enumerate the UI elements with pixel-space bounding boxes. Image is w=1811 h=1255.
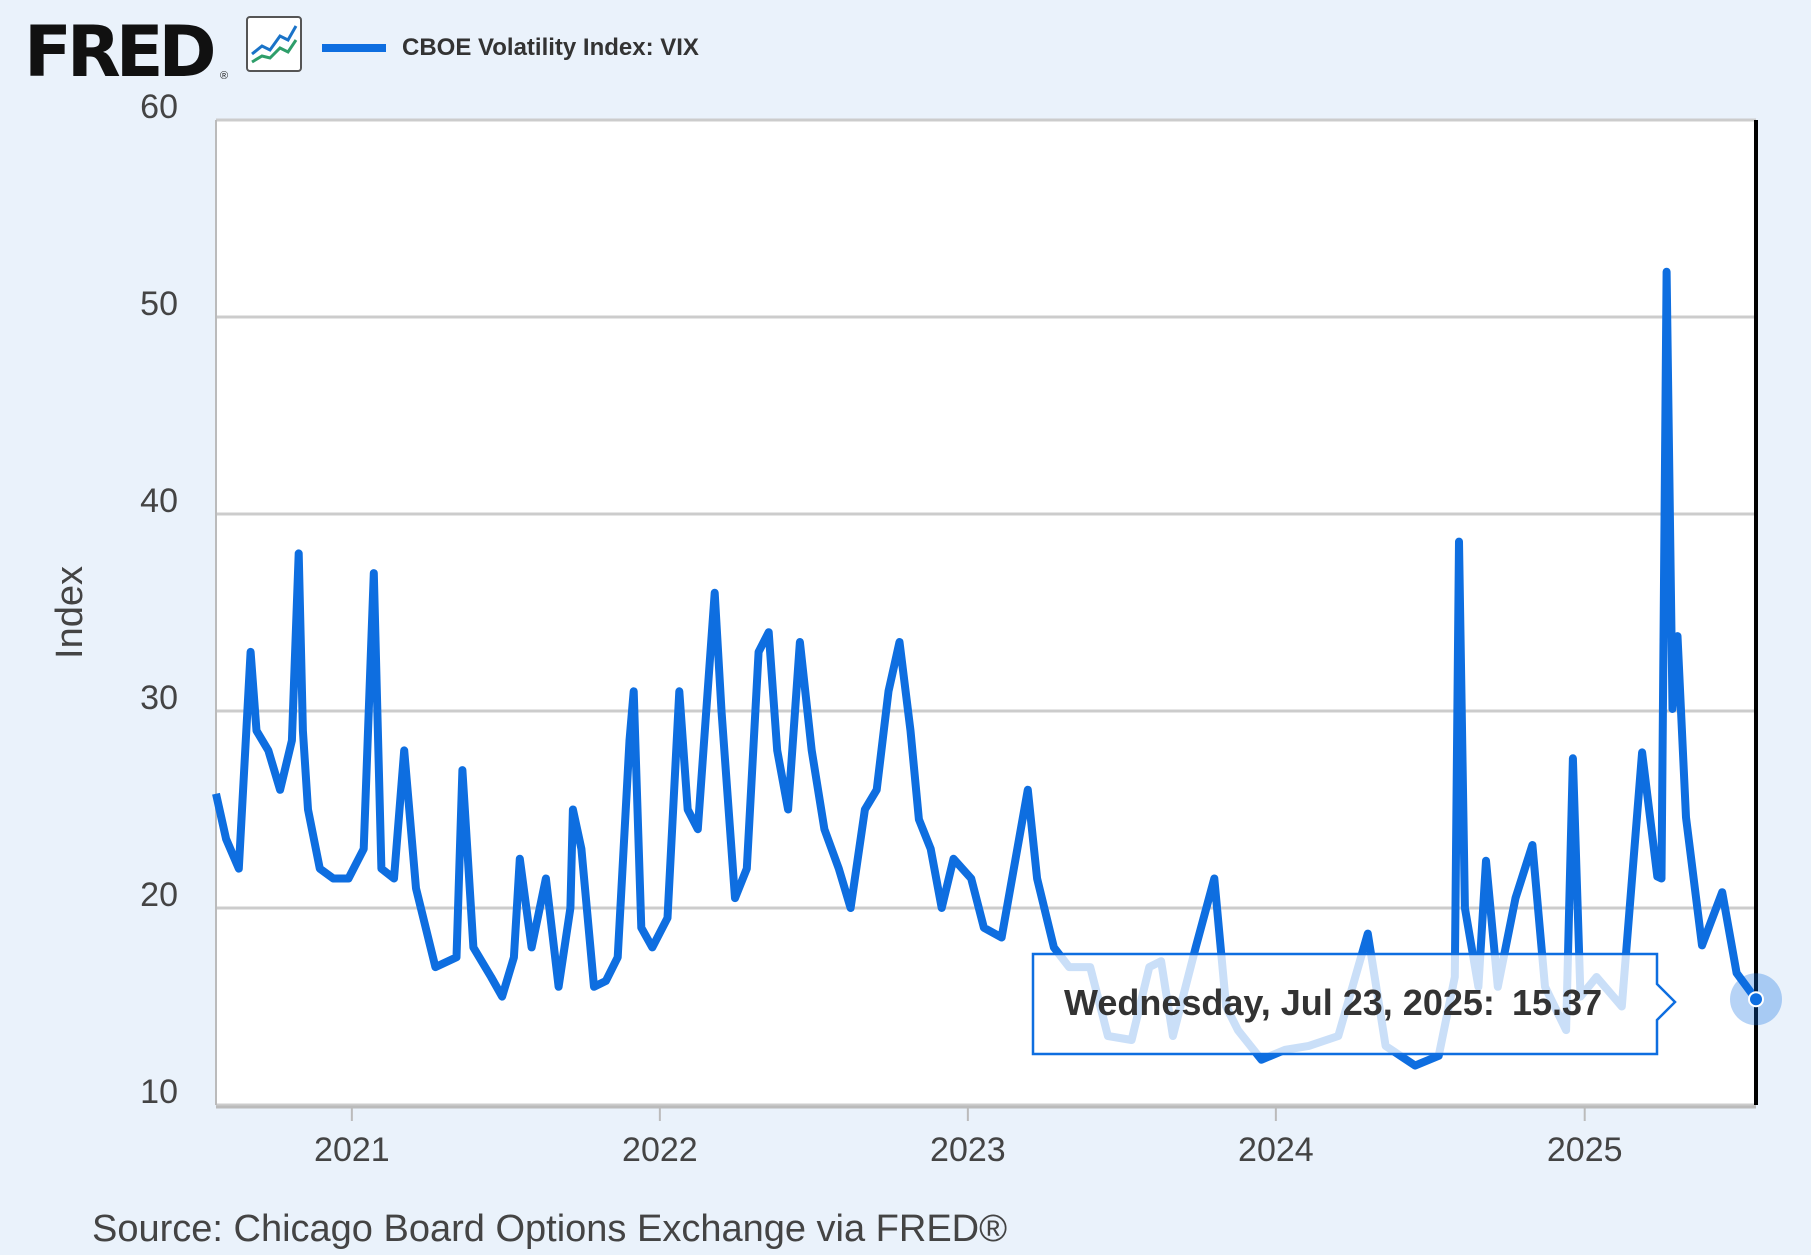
chart-header: FRED ® CBOE Volatility Index: VIX	[24, 12, 1724, 92]
hover-point[interactable]	[1748, 991, 1764, 1008]
y-tick-label: 30	[140, 679, 178, 717]
source-note: Source: Chicago Board Options Exchange v…	[92, 1208, 1008, 1250]
fred-logo[interactable]: FRED	[24, 11, 217, 93]
x-axis: 2021 2022 2023 2024 2025	[216, 1105, 1756, 1169]
y-tick-label: 20	[140, 876, 178, 914]
tooltip-box	[1031, 952, 1677, 1056]
tooltip-date: Wednesday, Jul 23, 2025:	[1064, 982, 1495, 1023]
series-line-vix[interactable]	[212, 267, 1760, 1070]
y-axis-label: Index	[49, 566, 91, 659]
x-tick-label: 2021	[314, 1131, 390, 1169]
legend-swatch	[322, 44, 386, 52]
grid-lines	[215, 118, 1756, 1107]
x-tick-label: 2023	[930, 1131, 1006, 1169]
tooltip: Wednesday, Jul 23, 2025: 15.37	[1031, 952, 1677, 1056]
y-tick-label: 40	[140, 482, 178, 520]
legend-label[interactable]: CBOE Volatility Index: VIX	[402, 34, 699, 61]
tooltip-value: 15.37	[1512, 982, 1602, 1023]
y-tick-label: 50	[140, 285, 178, 323]
y-tick-label: 60	[140, 88, 178, 126]
fred-registered-mark: ®	[220, 70, 229, 82]
line-chart-icon[interactable]	[246, 16, 302, 72]
x-tick-label: 2022	[622, 1131, 698, 1169]
y-axis: 10 20 30 40 50 60	[140, 88, 178, 1111]
x-tick-label: 2024	[1238, 1131, 1314, 1169]
y-tick-label: 10	[140, 1073, 178, 1111]
x-tick-label: 2025	[1547, 1131, 1623, 1169]
